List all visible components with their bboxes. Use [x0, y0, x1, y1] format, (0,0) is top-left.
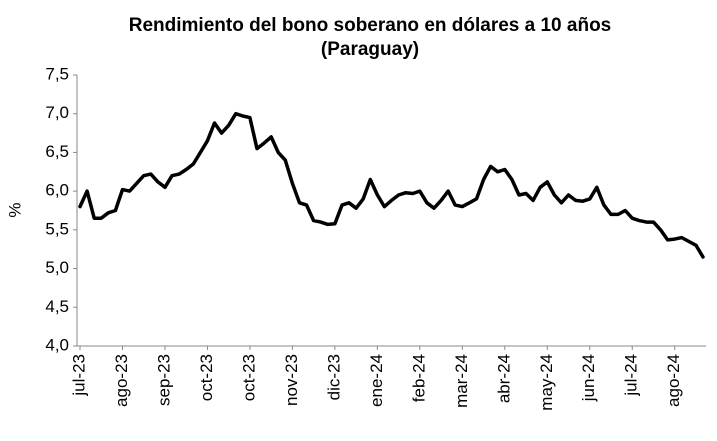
x-tick-label: oct-23 — [239, 354, 258, 401]
x-tick-label: sep-23 — [154, 354, 173, 406]
x-tick-label: dic-23 — [324, 354, 343, 400]
y-axis-label: % — [5, 202, 24, 217]
x-tick-label: may-24 — [537, 354, 556, 411]
y-tick-label: 4,5 — [45, 297, 69, 316]
y-tick-label: 5,0 — [45, 258, 69, 277]
chart-title: Rendimiento del bono soberano en dólares… — [129, 15, 612, 36]
y-tick-label: 7,0 — [45, 103, 69, 122]
x-tick-label: feb-24 — [409, 354, 428, 402]
x-tick-label: abr-24 — [494, 354, 513, 403]
x-tick-label: ago-24 — [664, 354, 683, 407]
y-tick-label: 6,0 — [45, 181, 69, 200]
x-tick-label: oct-23 — [197, 354, 216, 401]
x-tick-label: jul-24 — [622, 354, 641, 397]
y-tick-label: 6,5 — [45, 142, 69, 161]
line — [78, 111, 705, 259]
y-tick-label: 5,5 — [45, 219, 69, 238]
x-tick-label: ago-23 — [112, 354, 131, 407]
x-tick-label: mar-24 — [452, 354, 471, 408]
x-tick-label: nov-23 — [282, 354, 301, 406]
y-tick-label: 4,0 — [45, 335, 69, 354]
chart-title: (Paraguay) — [321, 39, 419, 60]
x-tick-label: jun-24 — [579, 354, 598, 402]
x-tick-label: jul-23 — [69, 354, 88, 397]
y-tick-label: 7,5 — [45, 64, 69, 83]
x-tick-label: ene-24 — [367, 354, 386, 407]
